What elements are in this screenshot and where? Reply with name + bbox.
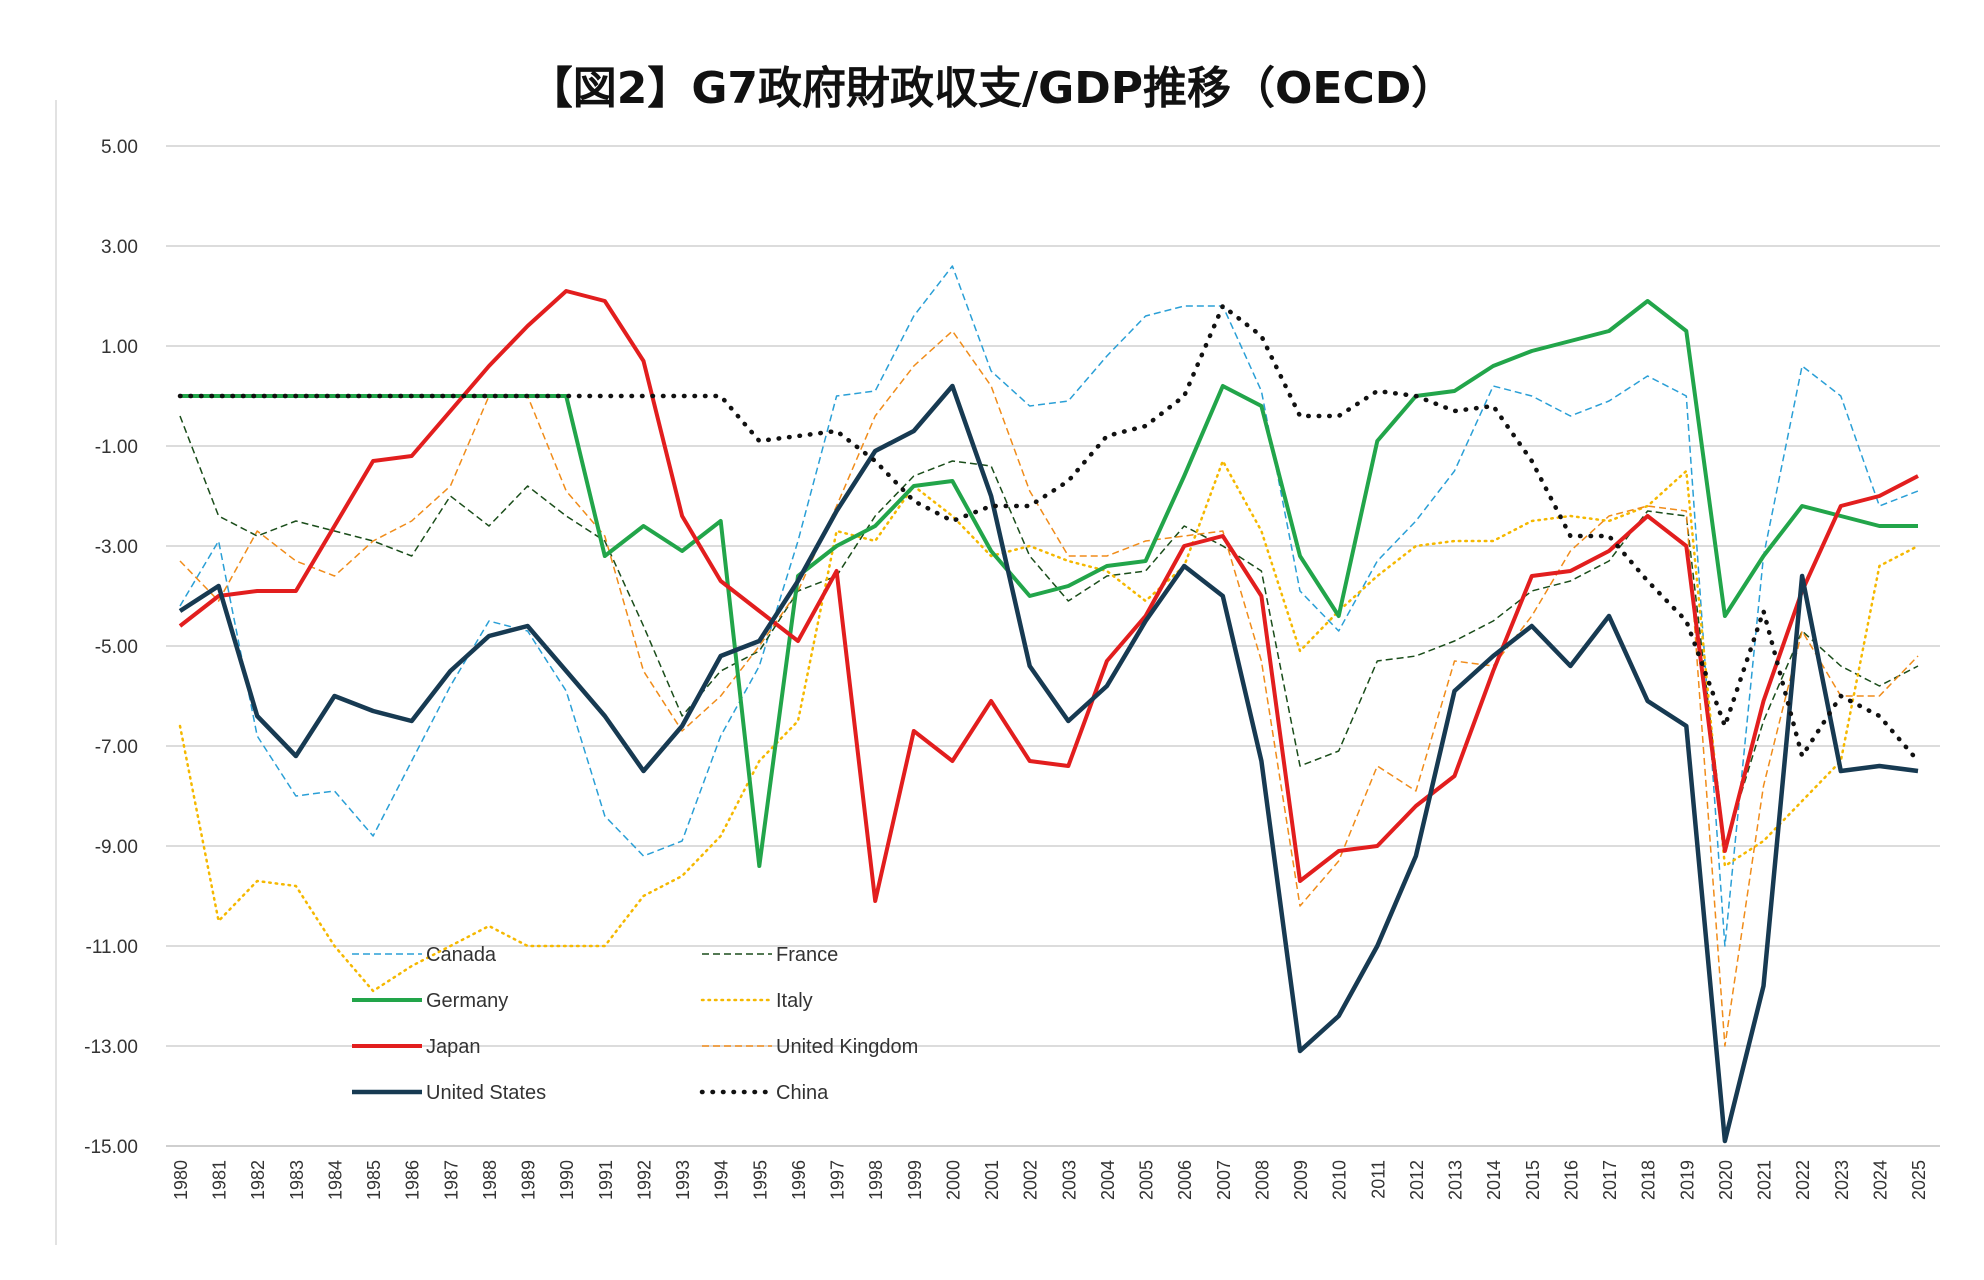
x-tick-label: 2025	[1909, 1160, 1929, 1200]
x-tick-label: 2016	[1561, 1160, 1581, 1200]
legend-label-germany: Germany	[426, 990, 508, 1012]
y-tick-label: -3.00	[95, 537, 138, 558]
x-tick-label: 1982	[248, 1160, 268, 1200]
x-tick-label: 2009	[1291, 1160, 1311, 1200]
x-tick-label: 1991	[596, 1160, 616, 1200]
legend-label-france: France	[776, 944, 838, 966]
legend-label-italy: Italy	[776, 990, 813, 1012]
legend-label-japan: Japan	[426, 1036, 481, 1058]
x-tick-label: 2017	[1600, 1160, 1620, 1200]
x-tick-label: 1987	[441, 1160, 461, 1200]
x-tick-label: 1993	[673, 1160, 693, 1200]
x-tick-label: 2019	[1677, 1160, 1697, 1200]
series-line-united-states	[178, 383, 1919, 1144]
y-tick-label: 5.00	[101, 137, 138, 158]
x-tick-label: 1997	[828, 1160, 848, 1200]
x-tick-label: 2015	[1523, 1160, 1543, 1200]
y-tick-label: -15.00	[84, 1137, 138, 1158]
legend: Canada France Germany Italy Japan United King…	[352, 944, 918, 1104]
x-tick-label: 1994	[712, 1160, 732, 1200]
x-tick-label: 2005	[1137, 1160, 1157, 1200]
x-tick-label: 1981	[210, 1160, 230, 1200]
x-tick-label: 2000	[943, 1160, 963, 1200]
x-tick-label: 1990	[557, 1160, 577, 1200]
chart-title: 【図2】G7政府財政収支/GDP推移（OECD）	[528, 63, 1456, 114]
legend-label-canada: Canada	[426, 944, 497, 966]
x-tick-label: 2021	[1755, 1160, 1775, 1200]
y-tick-label: -9.00	[95, 837, 138, 858]
x-tick-label: 2008	[1252, 1160, 1272, 1200]
series-line-germany	[180, 299, 1918, 868]
y-tick-label: 3.00	[101, 237, 138, 258]
series-line-france	[179, 415, 1919, 847]
x-tick-label: 2022	[1793, 1160, 1813, 1200]
x-tick-label: 2001	[982, 1160, 1002, 1200]
x-tick-label: 2006	[1175, 1160, 1195, 1200]
x-tick-label: 1980	[171, 1160, 191, 1200]
legend-label-united-kingdom: United Kingdom	[776, 1036, 918, 1058]
series-lines	[177, 265, 1921, 1144]
axes: 5.00 3.00 1.00 -1.00 -3.00 -5.00 -7.00 -9.00 -11…	[55, 100, 1940, 1245]
series-line-italy	[178, 459, 1920, 993]
x-tick-label: 1983	[287, 1160, 307, 1200]
x-tick-label: 2013	[1446, 1160, 1466, 1200]
x-tick-label: 1998	[866, 1160, 886, 1200]
gridlines	[166, 145, 1940, 1047]
legend-label-united-states: United States	[426, 1082, 546, 1104]
x-tick-label: 2002	[1021, 1160, 1041, 1200]
y-tick-label: 1.00	[101, 337, 138, 358]
x-tick-label: 2014	[1484, 1160, 1504, 1200]
x-tick-label: 1996	[789, 1160, 809, 1200]
x-tick-label: 2011	[1368, 1160, 1388, 1199]
x-tick-label: 2020	[1716, 1160, 1736, 1200]
x-tick-label: 2010	[1330, 1160, 1350, 1200]
x-tick-label: 1992	[634, 1160, 654, 1200]
x-tick-label: 2012	[1407, 1160, 1427, 1200]
x-tick-label: 2004	[1098, 1160, 1118, 1200]
x-tick-label: 1999	[905, 1160, 925, 1200]
x-tick-label: 1985	[364, 1160, 384, 1200]
x-tick-label: 1995	[750, 1160, 770, 1200]
x-tick-label: 1984	[325, 1160, 345, 1200]
y-tick-label: -1.00	[95, 437, 138, 458]
y-tick-label: -13.00	[84, 1037, 138, 1058]
x-tick-label: 2007	[1214, 1160, 1234, 1200]
y-tick-label: -11.00	[86, 937, 138, 958]
x-tick-label: 1989	[519, 1160, 539, 1200]
legend-label-china: China	[776, 1082, 829, 1104]
series-line-united-kingdom	[179, 330, 1919, 1047]
x-tick-label: 2003	[1059, 1160, 1079, 1200]
x-tick-label: 2023	[1832, 1160, 1852, 1200]
y-tick-label: -5.00	[95, 637, 138, 658]
x-tick-label: 1986	[403, 1160, 423, 1200]
series-line-canada	[179, 265, 1919, 947]
y-tick-label: -7.00	[95, 737, 138, 758]
x-tick-label: 1988	[480, 1160, 500, 1200]
x-tick-label: 2024	[1870, 1160, 1890, 1200]
series-line-japan	[178, 289, 1919, 903]
x-tick-label: 2018	[1639, 1160, 1659, 1200]
